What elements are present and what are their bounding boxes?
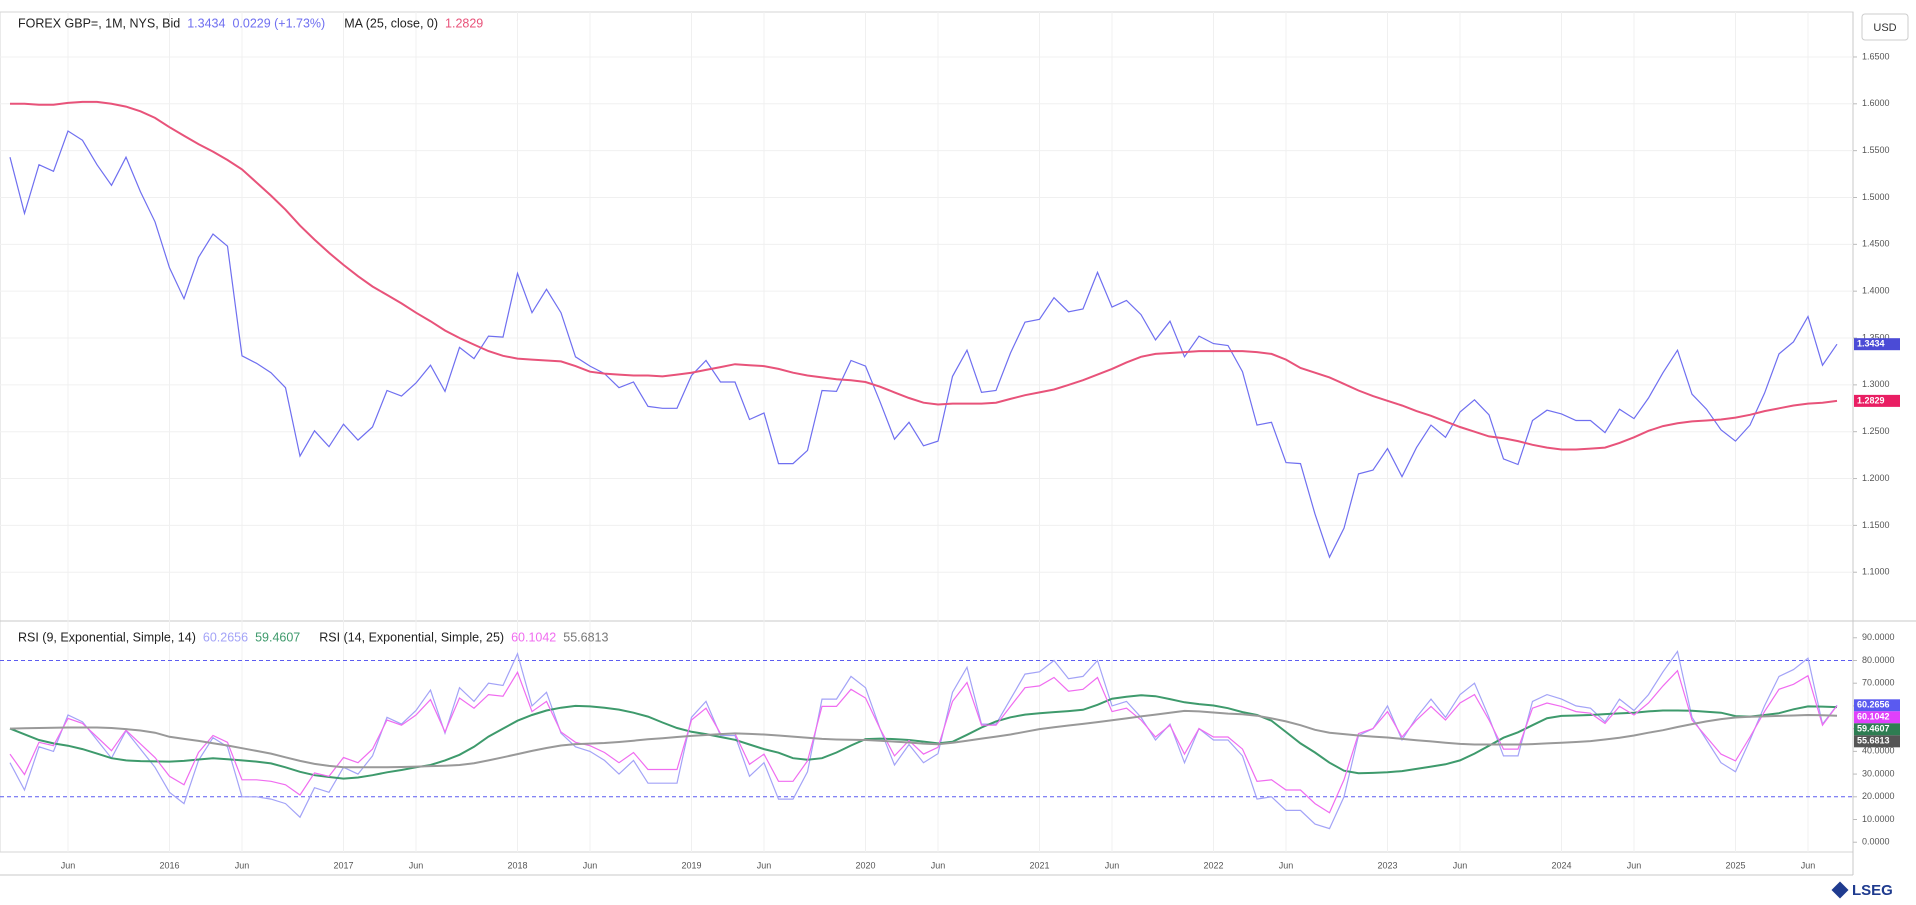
legend-value: 55.6813 bbox=[563, 630, 608, 644]
y-tick-label: 1.3000 bbox=[1862, 379, 1890, 389]
brand-name: LSEG bbox=[1852, 882, 1893, 899]
y-tick-label: 40.0000 bbox=[1862, 746, 1895, 756]
y-tick-label: 1.5500 bbox=[1862, 145, 1890, 155]
y-tick-label: 10.0000 bbox=[1862, 814, 1895, 824]
y-tick-label: 1.6000 bbox=[1862, 98, 1890, 108]
y-tick-label: 1.2000 bbox=[1862, 473, 1890, 483]
x-tick-label: 2018 bbox=[507, 860, 527, 870]
badge bbox=[1854, 394, 1900, 407]
badge bbox=[1854, 711, 1900, 724]
legend-value: 60.2656 bbox=[203, 630, 248, 644]
x-tick-label: 2019 bbox=[681, 860, 701, 870]
legend-name: MA (25, close, 0) bbox=[344, 16, 438, 30]
x-tick-label: Jun bbox=[61, 860, 76, 870]
series-line bbox=[10, 100, 1838, 451]
y-tick-label: 0.0000 bbox=[1862, 837, 1890, 847]
x-tick-label: 2017 bbox=[333, 860, 353, 870]
x-tick-label: Jun bbox=[757, 860, 772, 870]
x-tick-label: 2021 bbox=[1029, 860, 1049, 870]
series-line bbox=[9, 669, 1838, 814]
x-tick-label: Jun bbox=[583, 860, 598, 870]
x-tick-label: 2025 bbox=[1725, 860, 1745, 870]
x-tick-label: Jun bbox=[235, 860, 250, 870]
badge-label: 60.1042 bbox=[1857, 712, 1890, 722]
y-tick-label: 1.2500 bbox=[1862, 426, 1890, 436]
x-tick-label: Jun bbox=[1801, 860, 1816, 870]
badge-label: 1.3434 bbox=[1857, 339, 1885, 349]
x-tick-label: 2016 bbox=[159, 860, 179, 870]
x-tick-label: 2020 bbox=[855, 860, 875, 870]
y-tick-label: 1.4000 bbox=[1862, 286, 1890, 296]
y-tick-label: 1.3500 bbox=[1862, 332, 1890, 342]
y-tick-label: 20.0000 bbox=[1862, 791, 1895, 801]
x-tick-label: 2023 bbox=[1377, 860, 1397, 870]
series-line bbox=[9, 649, 1838, 830]
legend-value: 59.4607 bbox=[255, 630, 300, 644]
y-tick-label: 1.6500 bbox=[1862, 51, 1890, 61]
x-tick-label: Jun bbox=[1627, 860, 1642, 870]
y-tick-label: 30.0000 bbox=[1862, 768, 1895, 778]
legend-value: 1.2829 bbox=[445, 16, 483, 30]
badge-label: 59.4607 bbox=[1857, 724, 1890, 734]
y-tick-label: 1.5000 bbox=[1862, 192, 1890, 202]
y-tick-label: 70.0000 bbox=[1862, 678, 1895, 688]
legend-value: 60.1042 bbox=[511, 630, 556, 644]
badge bbox=[1854, 338, 1900, 351]
series-line bbox=[9, 130, 1838, 559]
currency-label[interactable]: USD bbox=[1873, 22, 1896, 34]
badge bbox=[1854, 699, 1900, 712]
y-tick-label: 1.1500 bbox=[1862, 520, 1890, 530]
x-tick-label: Jun bbox=[931, 860, 946, 870]
badge-label: 55.6813 bbox=[1857, 736, 1890, 746]
x-tick-label: Jun bbox=[1105, 860, 1120, 870]
badge-label: 1.2829 bbox=[1857, 395, 1885, 405]
y-tick-label: 1.1000 bbox=[1862, 567, 1890, 577]
x-tick-label: Jun bbox=[1453, 860, 1468, 870]
currency-button[interactable] bbox=[1861, 13, 1909, 41]
legend-value: 1.3434 bbox=[187, 16, 225, 30]
x-tick-label: 2022 bbox=[1203, 860, 1223, 870]
x-tick-label: 2024 bbox=[1551, 860, 1571, 870]
badge bbox=[1854, 735, 1900, 748]
legend-name: RSI (14, Exponential, Simple, 25) bbox=[319, 630, 504, 644]
series-line bbox=[9, 709, 1838, 769]
x-tick-label: Jun bbox=[1279, 860, 1294, 870]
series-line bbox=[9, 694, 1838, 780]
brand-logo bbox=[1831, 881, 1849, 899]
badge bbox=[1854, 723, 1900, 736]
y-tick-label: 80.0000 bbox=[1862, 655, 1895, 665]
badge-label: 60.2656 bbox=[1857, 700, 1890, 710]
y-tick-label: 90.0000 bbox=[1862, 632, 1895, 642]
legend-name: RSI (9, Exponential, Simple, 14) bbox=[18, 630, 196, 644]
legend-name: FOREX GBP=, 1M, NYS, Bid bbox=[18, 16, 180, 30]
x-tick-label: Jun bbox=[409, 860, 424, 870]
y-tick-label: 1.4500 bbox=[1862, 239, 1890, 249]
legend-change: 0.0229 (+1.73%) bbox=[232, 16, 325, 30]
